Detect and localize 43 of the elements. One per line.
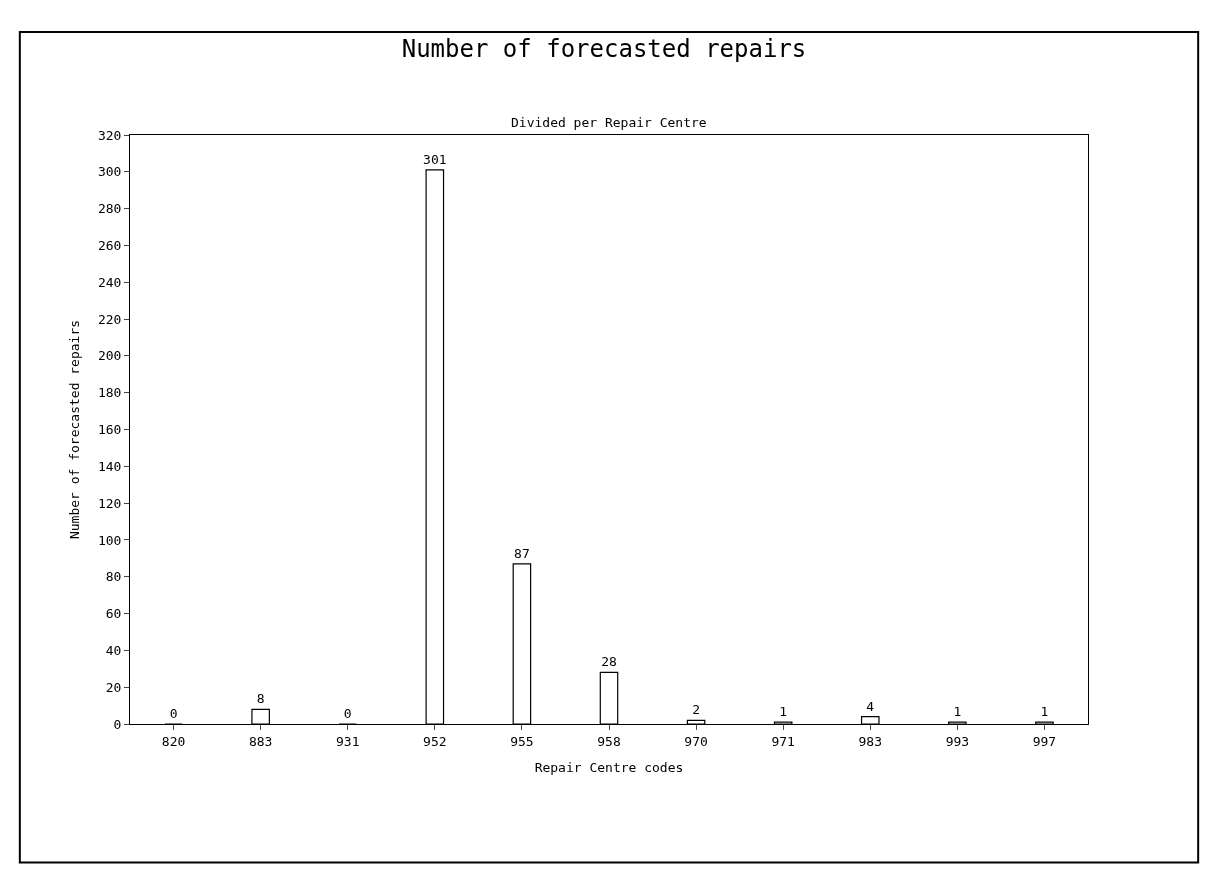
data-label: 1 [953,704,962,720]
x-tick-label: 970 [684,733,708,749]
y-tick-label: 260 [97,237,122,253]
chart-title: Number of forecasted repairs [401,35,807,64]
x-tick-label: 931 [335,733,360,749]
y-axis-title: Number of forecasted repairs [66,319,82,540]
data-label: 0 [169,706,178,721]
x-tick-label: 958 [597,733,621,749]
data-label: 1 [1040,704,1049,720]
y-tick-label: 240 [97,274,122,290]
y-tick-label: 300 [97,164,122,180]
y-tick-label: 40 [105,642,122,658]
data-label: 0 [343,706,352,721]
x-tick-label: 997 [1032,733,1057,749]
x-tick-label: 883 [248,733,273,749]
x-tick-label: 955 [510,733,534,749]
y-tick-label: 100 [97,532,122,548]
data-label: 4 [866,698,875,714]
y-tick-label: 200 [97,348,122,364]
data-label: 87 [514,545,530,561]
y-tick-label: 20 [105,679,122,695]
y-tick-label: 60 [105,606,122,622]
y-tick-label: 220 [97,311,122,327]
y-tick-label: 120 [97,495,122,511]
data-label: 1 [779,704,788,720]
x-tick-label: 952 [423,733,447,749]
y-tick-label: 140 [97,458,122,474]
y-tick-label: 280 [97,201,122,217]
y-tick-label: 180 [97,385,122,401]
x-tick-label: 971 [771,733,795,749]
y-tick-label: 0 [113,716,122,732]
x-tick-label: 993 [945,733,970,749]
y-tick-label: 160 [97,422,122,438]
x-axis-title: Repair Centre codes [534,760,684,776]
x-tick-label: 820 [161,733,186,749]
y-tick-label: 320 [97,127,122,143]
data-label: 301 [423,151,447,167]
data-label: 2 [692,702,700,718]
data-label: 28 [601,654,617,670]
chart-subtitle: Divided per Repair Centre [511,115,707,130]
x-tick-label: 983 [858,733,883,749]
data-label: 8 [256,691,265,707]
y-tick-label: 80 [105,569,122,585]
